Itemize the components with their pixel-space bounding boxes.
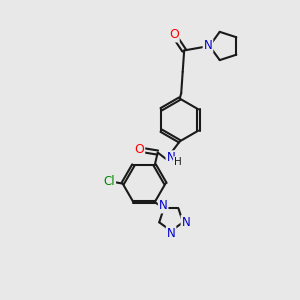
- Text: N: N: [204, 40, 212, 52]
- Text: N: N: [167, 227, 176, 240]
- Text: H: H: [174, 157, 182, 167]
- Text: N: N: [182, 216, 190, 229]
- Text: O: O: [169, 28, 179, 41]
- Text: N: N: [159, 200, 167, 212]
- Text: O: O: [134, 143, 144, 156]
- Text: N: N: [167, 151, 175, 164]
- Text: Cl: Cl: [103, 175, 115, 188]
